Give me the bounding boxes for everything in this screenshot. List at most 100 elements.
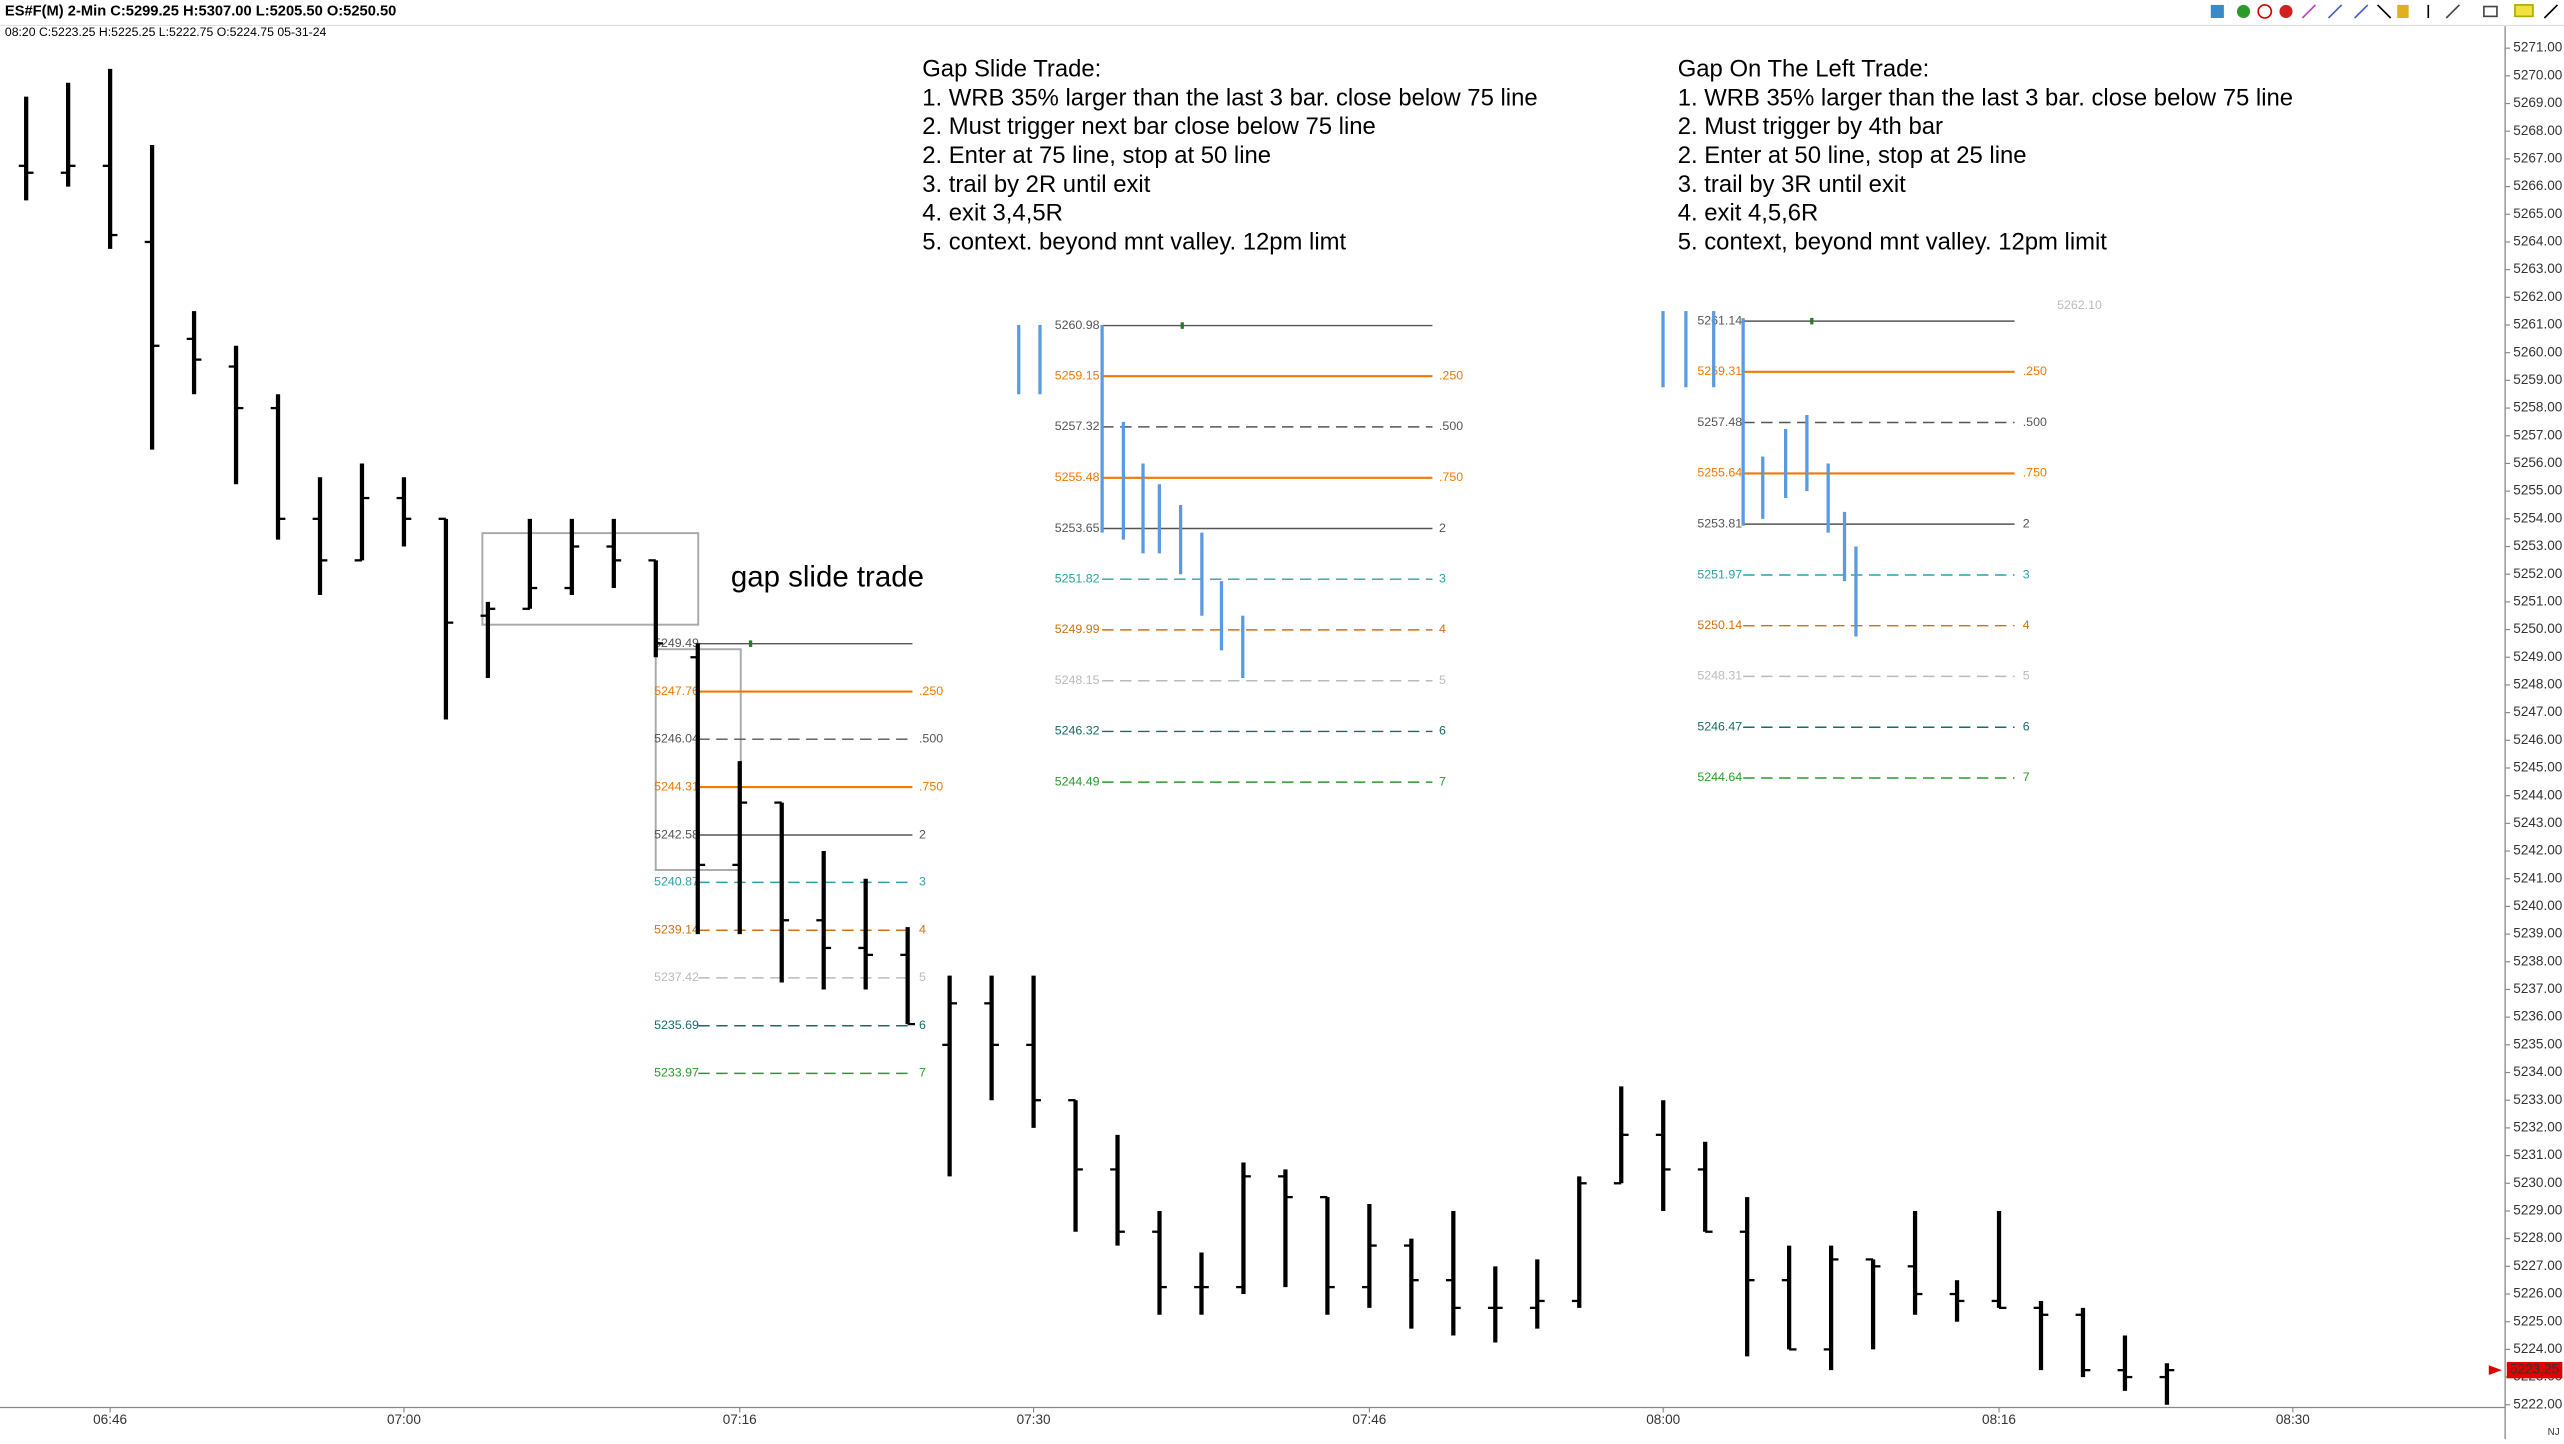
chart-subheader: 08:20 C:5223.25 H:5225.25 L:5222.75 O:52…: [5, 25, 327, 39]
fib-price-label: 5260.98: [1055, 318, 1100, 332]
tool-icon[interactable]: [2514, 4, 2534, 18]
y-tick-label: 5244.00: [2513, 787, 2562, 802]
x-tick-label: 08:30: [2276, 1412, 2310, 1427]
y-tick-label: 5249.00: [2513, 649, 2562, 664]
fib-level-name: 4: [1439, 622, 1446, 636]
fib-level-name: 2: [919, 827, 926, 841]
y-tick-label: 5262.00: [2513, 289, 2562, 304]
fib-price-label: 5242.58: [654, 827, 699, 841]
tool-icon[interactable]: [2257, 4, 2273, 19]
toolbar[interactable]: [2210, 4, 2559, 19]
x-tick-label: 08:00: [1646, 1412, 1680, 1427]
tool-icon[interactable]: [2301, 4, 2317, 19]
tool-icon[interactable]: [2236, 4, 2251, 18]
fib-level-name: 3: [1439, 571, 1446, 585]
y-tick-label: 5261.00: [2513, 317, 2562, 332]
tool-icon[interactable]: [2354, 4, 2369, 19]
y-tick-label: 5231.00: [2513, 1147, 2562, 1162]
y-tick-label: 5232.00: [2513, 1119, 2562, 1134]
tool-icon[interactable]: [2397, 4, 2409, 18]
fib-price-label: 5259.15: [1055, 369, 1100, 383]
x-tick-label: 07:30: [1017, 1412, 1051, 1427]
note-line: 3. trail by 2R until exit: [922, 171, 1150, 198]
fib-level-name: 7: [2023, 770, 2030, 784]
fib-level-name: 7: [919, 1066, 926, 1080]
y-tick-label: 5267.00: [2513, 150, 2562, 165]
y-tick-label: 5270.00: [2513, 67, 2562, 82]
y-tick-label: 5243.00: [2513, 815, 2562, 830]
y-tick-label: 5263.00: [2513, 261, 2562, 276]
fib-level-name: 2: [1439, 521, 1446, 535]
y-tick-label: 5227.00: [2513, 1258, 2562, 1273]
y-tick-label: 5257.00: [2513, 427, 2562, 442]
fib-level-name: .500: [1439, 419, 1463, 433]
last-price-arrow: [2488, 1365, 2502, 1376]
y-tick-label: 5238.00: [2513, 953, 2562, 968]
fib-level-name: 2: [2023, 516, 2030, 530]
fib-price-label: 5251.82: [1055, 571, 1100, 585]
y-tick-label: 5265.00: [2513, 206, 2562, 221]
corner-label: NJ: [2548, 1427, 2560, 1438]
note-line: 5. context, beyond mnt valley. 12pm limi…: [1678, 228, 2108, 255]
x-tick-label: 07:16: [723, 1412, 757, 1427]
y-tick-label: 5250.00: [2513, 621, 2562, 636]
fib-price-label: 5251.97: [1697, 567, 1742, 581]
tool-icon[interactable]: [2327, 4, 2343, 19]
fib-price-label: 5249.49: [654, 636, 699, 650]
fib-price-label: 5244.31: [654, 779, 699, 793]
tool-icon[interactable]: [2279, 4, 2293, 18]
y-tick-label: 5266.00: [2513, 178, 2562, 193]
tool-icon[interactable]: [2543, 4, 2559, 19]
y-tick-label: 5248.00: [2513, 677, 2562, 692]
fib-price-label: 5255.64: [1697, 466, 1742, 480]
note-line: 2. Enter at 50 line, stop at 25 line: [1678, 142, 2027, 169]
last-price-label: 5223.25: [2510, 1362, 2559, 1377]
y-tick-label: 5236.00: [2513, 1009, 2562, 1024]
tool-icon[interactable]: [2483, 5, 2498, 18]
x-tick-label: 07:00: [387, 1412, 421, 1427]
tool-icon[interactable]: [2210, 4, 2224, 18]
y-tick-label: 5271.00: [2513, 40, 2562, 55]
fib-level-name: .250: [1439, 369, 1463, 383]
y-tick-label: 5252.00: [2513, 566, 2562, 581]
tool-icon[interactable]: [2445, 4, 2460, 19]
fib-level-name: .500: [2023, 415, 2047, 429]
y-tick-label: 5240.00: [2513, 898, 2562, 913]
chart-header: ES#F(M) 2-Min C:5299.25 H:5307.00 L:5205…: [5, 3, 396, 19]
y-tick-label: 5251.00: [2513, 593, 2562, 608]
tool-icon[interactable]: [2377, 4, 2392, 19]
fib-level-name: .750: [1439, 470, 1463, 484]
y-tick-label: 5224.00: [2513, 1341, 2562, 1356]
fib-price-label: 5261.14: [1697, 313, 1742, 327]
y-tick-label: 5226.00: [2513, 1286, 2562, 1301]
fib-level-name: 4: [919, 923, 926, 937]
fib-price-label: 5253.81: [1697, 516, 1742, 530]
y-tick-label: 5234.00: [2513, 1064, 2562, 1079]
y-tick-label: 5233.00: [2513, 1092, 2562, 1107]
note-title: Gap Slide Trade:: [922, 56, 1101, 83]
fib-price-label: 5253.65: [1055, 521, 1100, 535]
highlight-box: [481, 532, 700, 626]
y-tick-label: 5237.00: [2513, 981, 2562, 996]
fib-price-label: 5250.14: [1697, 618, 1742, 632]
fib-level-name: .750: [919, 779, 943, 793]
note-line: 1. WRB 35% larger than the last 3 bar. c…: [922, 84, 1537, 111]
fib-price-label: 5255.48: [1055, 470, 1100, 484]
note-line: 2. Must trigger next bar close below 75 …: [922, 113, 1376, 140]
y-tick-label: 5225.00: [2513, 1313, 2562, 1328]
annotation: gap slide trade: [731, 561, 924, 594]
fib-level-name: 5: [1439, 673, 1446, 687]
y-tick-label: 5259.00: [2513, 372, 2562, 387]
y-tick-label: 5246.00: [2513, 732, 2562, 747]
fib-price-label: 5246.32: [1055, 724, 1100, 738]
fib-level-name: 5: [2023, 669, 2030, 683]
fib-level-name: 6: [2023, 720, 2030, 734]
fib-price-label: 5237.42: [654, 970, 699, 984]
y-tick-label: 5253.00: [2513, 538, 2562, 553]
fib-price-label: 5244.64: [1697, 770, 1742, 784]
y-tick-label: 5247.00: [2513, 704, 2562, 719]
fib-price-label: 5248.15: [1055, 673, 1100, 687]
y-tick-label: 5242.00: [2513, 843, 2562, 858]
fib-price-label: 5257.48: [1697, 415, 1742, 429]
